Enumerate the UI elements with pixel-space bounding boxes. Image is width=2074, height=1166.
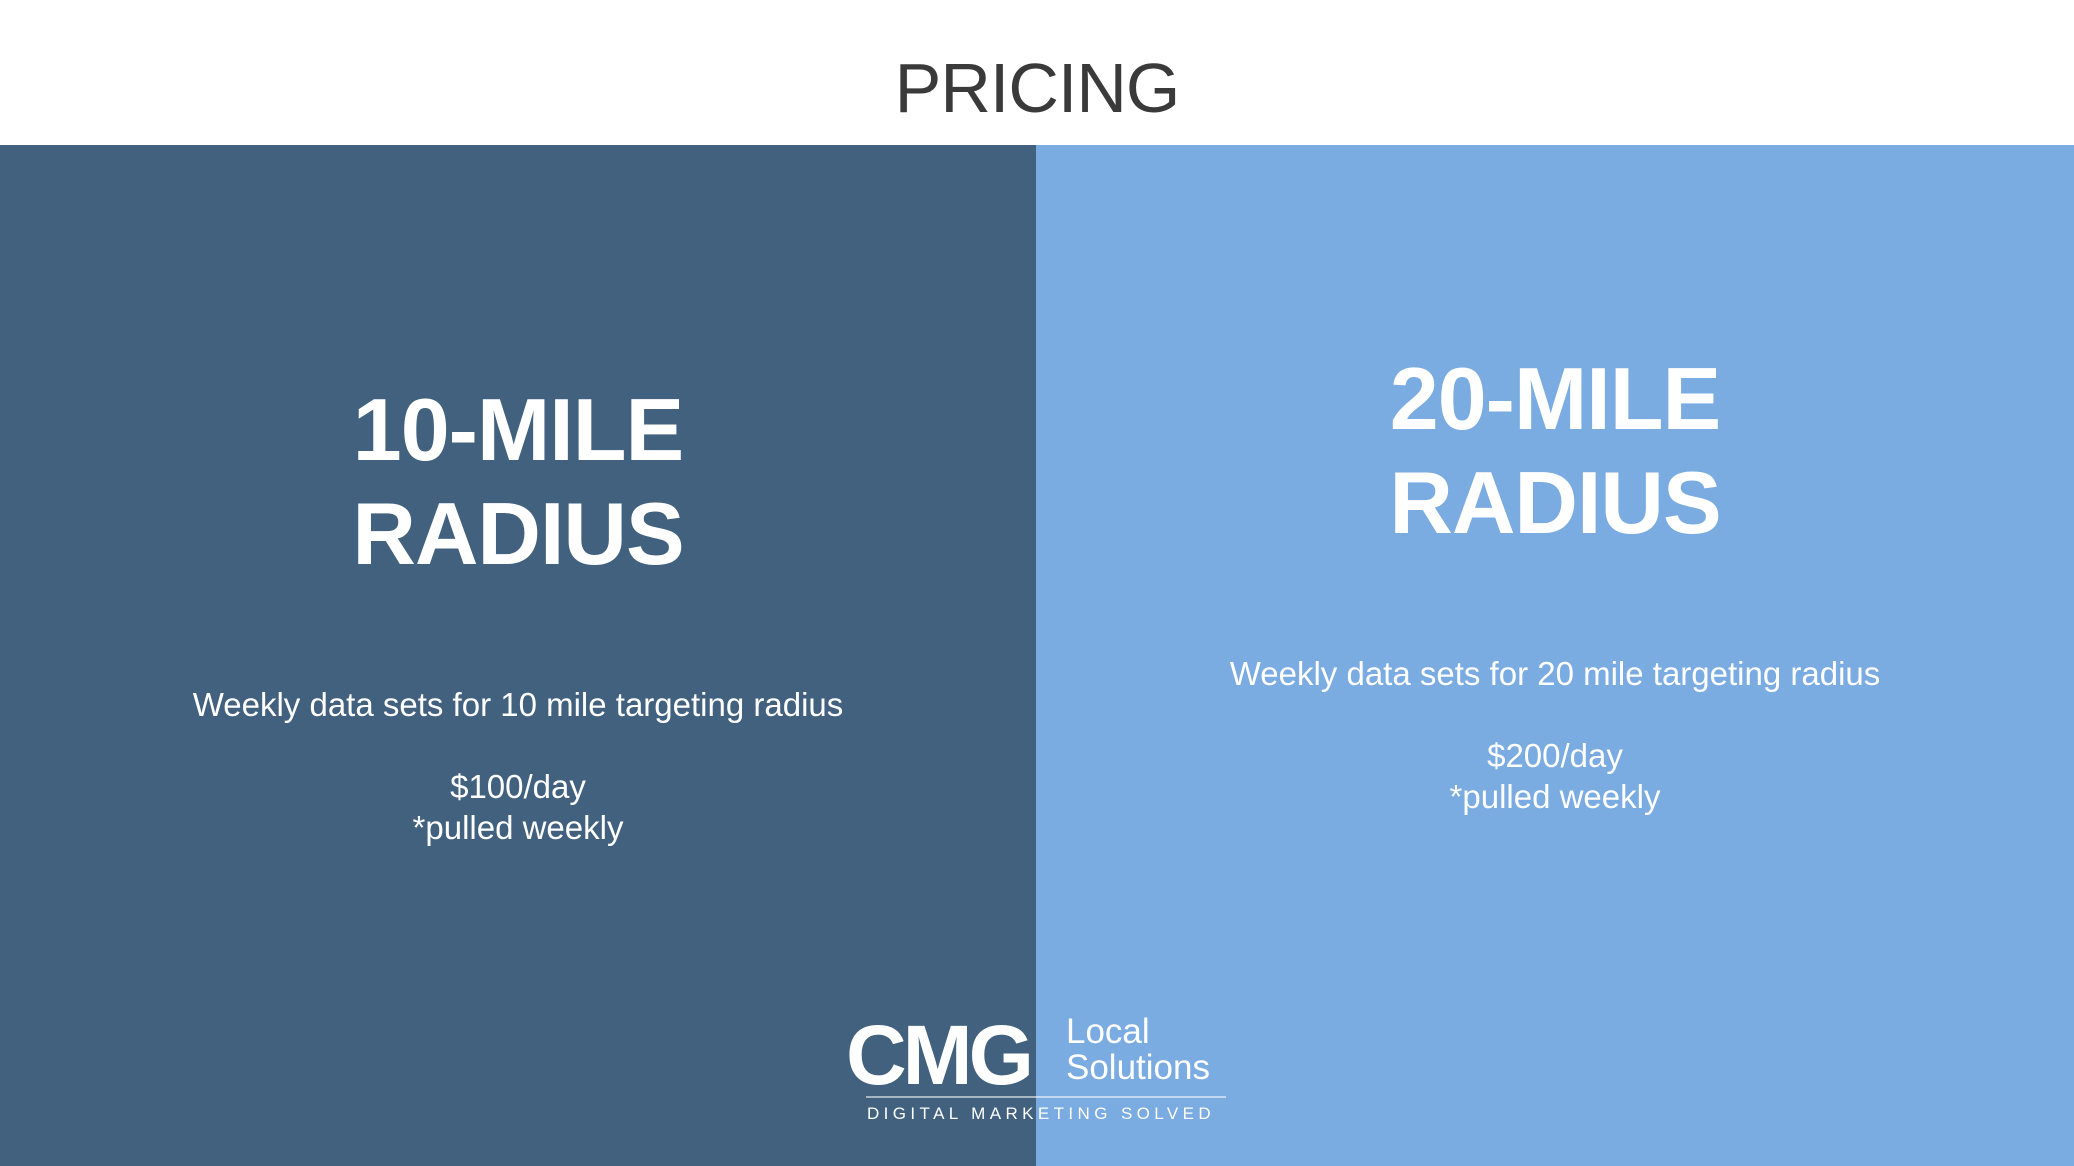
title-bar: PRICING xyxy=(0,0,2074,145)
plan-price: $200/day xyxy=(1487,737,1623,774)
logo-mark: CMG xyxy=(846,1008,1034,1102)
plan-heading-line1: 10-MILE xyxy=(352,380,684,479)
plan-heading: 20-MILE RADIUS xyxy=(1036,347,2074,555)
logo-word-solutions: Solutions xyxy=(1066,1048,1210,1087)
plan-heading-line2: RADIUS xyxy=(1389,453,1721,552)
plan-note: *pulled weekly xyxy=(412,809,624,846)
plan-description: Weekly data sets for 20 mile targeting r… xyxy=(1229,655,1881,692)
plan-heading-line2: RADIUS xyxy=(352,484,684,583)
logo-tagline: DIGITAL MARKETING SOLVED xyxy=(867,1104,1216,1123)
plan-panel-20-mile: 20-MILE RADIUS Weekly data sets for 20 m… xyxy=(1036,145,2074,1166)
plan-note: *pulled weekly xyxy=(1449,778,1661,815)
plan-description: Weekly data sets for 10 mile targeting r… xyxy=(192,686,844,723)
plan-panel-10-mile: 10-MILE RADIUS Weekly data sets for 10 m… xyxy=(0,145,1036,1166)
plan-heading: 10-MILE RADIUS xyxy=(0,378,1036,586)
cmg-local-solutions-logo: CMG Local Solutions DIGITAL MARKETING SO… xyxy=(842,1012,1242,1142)
plan-price: $100/day xyxy=(450,768,586,805)
logo-divider xyxy=(866,1096,1226,1098)
plan-heading-line1: 20-MILE xyxy=(1389,349,1721,448)
logo-word-local: Local xyxy=(1066,1012,1150,1051)
page-title: PRICING xyxy=(894,49,1181,127)
